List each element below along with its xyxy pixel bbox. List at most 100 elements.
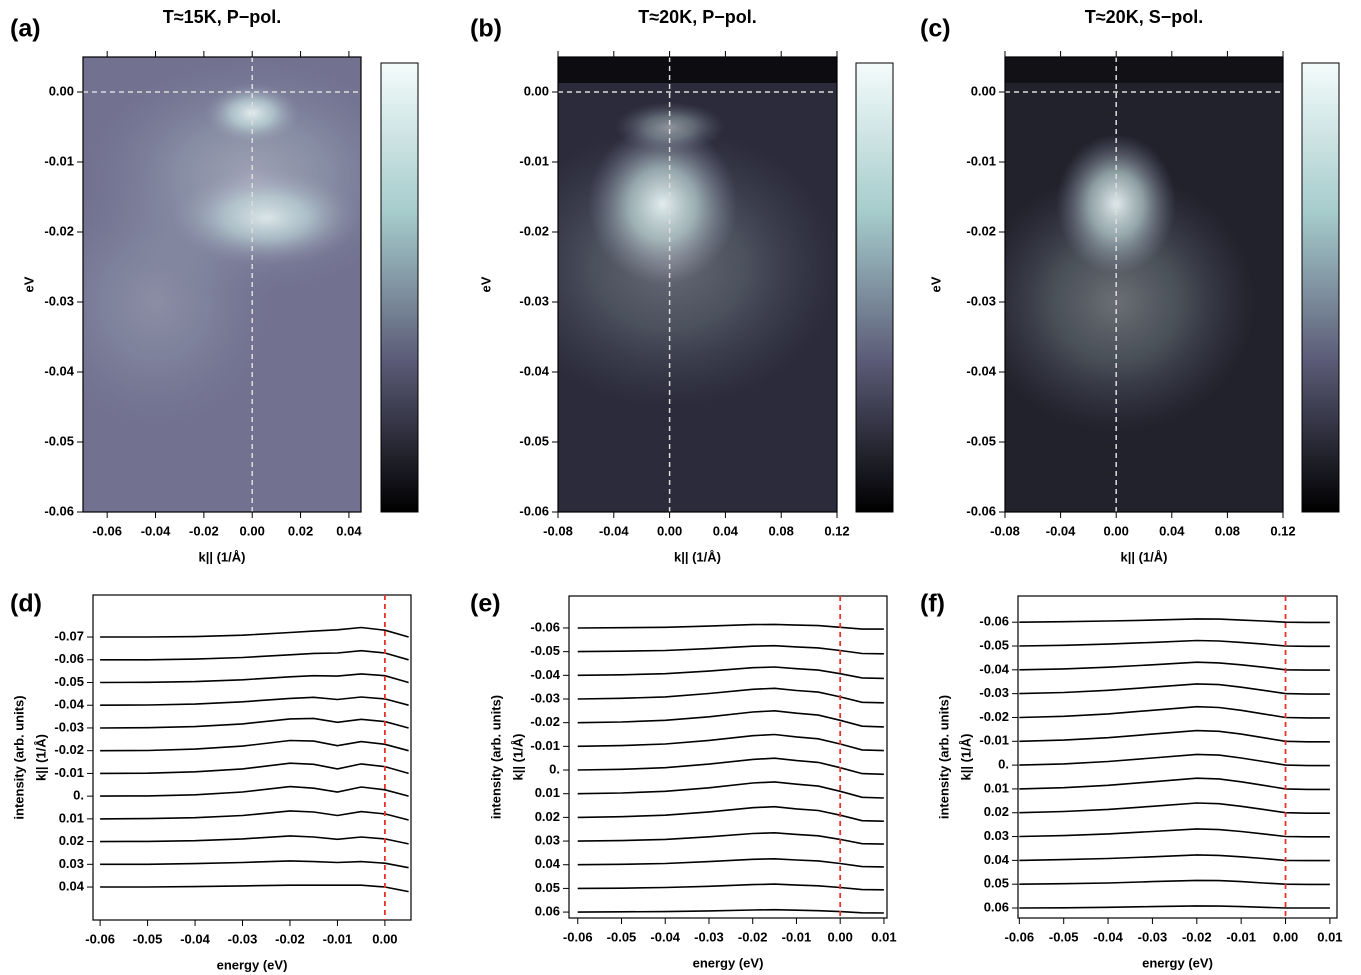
y-axis-label: eV [478, 276, 493, 292]
spectrum-curve [100, 739, 409, 752]
spectrum-curve [100, 649, 409, 661]
spectrum-curve [577, 805, 884, 822]
spectrum-curve [1019, 854, 1330, 862]
x-tick-label: 0.00 [1104, 523, 1129, 538]
y-tick-label: -0.02 [966, 223, 996, 238]
y-tick-label: -0.01 [530, 738, 560, 753]
map-edge [558, 57, 837, 83]
intensity-map [1005, 57, 1283, 512]
y-tick-label: 0.03 [535, 832, 560, 847]
x-tick-label: -0.04 [650, 929, 680, 944]
x-tick-label: -0.03 [1138, 929, 1168, 944]
y-tick-label: -0.05 [519, 433, 549, 448]
plot-frame [557, 56, 838, 513]
spectrum-curve [1019, 905, 1330, 909]
y-tick-label: 0.01 [984, 780, 1009, 795]
y-axis-label-2: k|| (1/Å) [958, 733, 973, 780]
y-tick-label: -0.07 [54, 628, 84, 643]
y-axis-label: intensity (arb. units) [11, 695, 26, 819]
colorbar [380, 62, 419, 513]
x-tick-label: 0.04 [713, 523, 739, 538]
x-axis-label: k|| (1/Å) [674, 549, 721, 564]
spectrum-curve [577, 781, 884, 799]
x-tick-label: -0.08 [543, 523, 573, 538]
x-tick-label: -0.06 [563, 929, 593, 944]
y-tick-label: -0.04 [530, 667, 560, 682]
x-axis-label: energy (eV) [217, 957, 288, 972]
y-tick-label: -0.01 [966, 153, 996, 168]
y-tick-label: -0.02 [979, 709, 1009, 724]
y-tick-label: -0.06 [979, 614, 1009, 629]
y-tick-label: -0.04 [54, 697, 84, 712]
y-tick-label: -0.02 [54, 742, 84, 757]
x-tick-label: -0.05 [607, 929, 637, 944]
x-tick-label: -0.01 [1226, 929, 1256, 944]
x-tick-label: 0.00 [657, 523, 682, 538]
spectrum-curve [577, 644, 884, 655]
x-tick-label: -0.02 [738, 929, 768, 944]
x-tick-label: -0.06 [1005, 929, 1035, 944]
spectrum-curve [1019, 639, 1330, 648]
panel-label: (e) [470, 590, 501, 618]
x-tick-label: 0.04 [336, 523, 362, 538]
y-tick-label: 0.05 [535, 880, 560, 895]
x-tick-label: -0.04 [599, 523, 629, 538]
x-tick-label: -0.06 [85, 931, 115, 946]
x-tick-label: 0.01 [1317, 929, 1342, 944]
y-tick-label: -0.06 [530, 619, 560, 634]
spectrum-curve [100, 696, 409, 706]
y-tick-label: -0.03 [530, 690, 560, 705]
y-tick-label: 0.04 [59, 878, 85, 893]
y-tick-label: 0.02 [59, 833, 84, 848]
y-tick-label: -0.05 [979, 637, 1009, 652]
y-tick-label: -0.04 [966, 363, 996, 378]
y-axis-label: intensity (arb. units) [488, 695, 503, 819]
x-tick-label: 0.02 [288, 523, 313, 538]
spectrum-curve [577, 883, 884, 891]
spectrum-curve [1019, 683, 1330, 695]
y-tick-label: -0.06 [966, 503, 996, 518]
y-tick-label: 0.01 [59, 810, 84, 825]
spectrum-curve [100, 785, 409, 797]
x-tick-label: -0.02 [189, 523, 219, 538]
y-tick-label: -0.04 [519, 363, 549, 378]
x-tick-label: -0.01 [782, 929, 812, 944]
x-tick-label: -0.04 [1046, 523, 1076, 538]
panel-label: (d) [10, 590, 42, 618]
y-tick-label: -0.04 [44, 363, 74, 378]
spectrum-curve [1019, 802, 1330, 814]
panel-label: (c) [920, 15, 951, 43]
y-tick-label: -0.05 [44, 433, 74, 448]
spectrum-curve [100, 860, 409, 869]
intensity-glow [558, 127, 837, 407]
plot-frame [1017, 595, 1338, 919]
y-tick-label: 0.03 [59, 856, 84, 871]
y-tick-label: 0.04 [535, 856, 561, 871]
spectrum-curve [1019, 661, 1330, 671]
y-tick-label: -0.02 [44, 223, 74, 238]
y-tick-label: 0.00 [524, 83, 549, 98]
y-axis-label-2: k|| (1/Å) [33, 734, 48, 781]
x-tick-label: -0.06 [92, 523, 122, 538]
colorbar [1301, 62, 1340, 513]
y-tick-label: -0.01 [519, 153, 549, 168]
y-tick-label: 0.01 [535, 785, 560, 800]
x-axis-label: k|| (1/Å) [1120, 549, 1167, 564]
y-tick-label: -0.06 [54, 651, 84, 666]
y-axis-label: eV [21, 276, 36, 292]
spectrum-curve [1019, 828, 1330, 838]
spectrum-curve [577, 623, 884, 630]
spectrum-curve [100, 626, 409, 638]
x-tick-label: 0.12 [1270, 523, 1295, 538]
spectrum-curve [577, 857, 884, 868]
x-tick-label: -0.05 [133, 931, 163, 946]
x-tick-label: 0.08 [1215, 523, 1240, 538]
x-tick-label: -0.02 [1182, 929, 1212, 944]
spectrum-curve [100, 835, 409, 845]
spectrum-curve [1019, 777, 1330, 791]
x-tick-label: -0.08 [990, 523, 1020, 538]
spectrum-curve [577, 666, 884, 680]
spectrum-curve [1019, 879, 1330, 886]
y-tick-label: 0.03 [984, 828, 1009, 843]
